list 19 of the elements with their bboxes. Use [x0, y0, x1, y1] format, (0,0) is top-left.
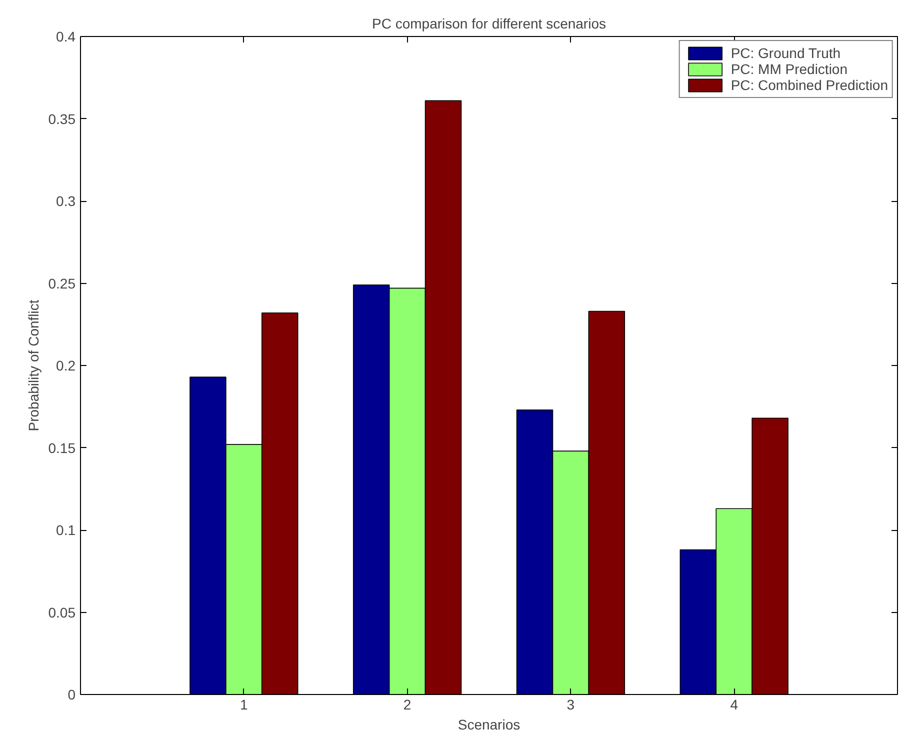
- y-tick-label: 0: [68, 686, 76, 702]
- y-tick-label: 0.1: [56, 522, 76, 538]
- legend-label: PC: Ground Truth: [730, 45, 841, 61]
- legend-label: PC: MM Prediction: [730, 61, 848, 77]
- x-tick-label: 1: [240, 696, 248, 712]
- chart-title: PC comparison for different scenarios: [372, 16, 606, 32]
- y-tick-label: 0.15: [48, 440, 76, 456]
- x-tick-label: 3: [566, 696, 575, 712]
- y-tick-label: 0.35: [48, 110, 76, 127]
- x-tick-label: 2: [403, 696, 412, 712]
- y-tick-label: 0.25: [48, 275, 76, 292]
- y-tick-label: 0.4: [56, 28, 76, 44]
- x-axis-title: Scenarios: [458, 716, 520, 732]
- y-tick-label: 0.2: [56, 358, 76, 374]
- y-tick-label: 0.3: [56, 193, 76, 209]
- y-tick-label: 0.05: [48, 604, 76, 620]
- y-axis-title: Probability of Conflict: [25, 300, 42, 432]
- legend-label: PC: Combined Prediction: [730, 77, 888, 93]
- x-tick-label: 4: [730, 696, 738, 712]
